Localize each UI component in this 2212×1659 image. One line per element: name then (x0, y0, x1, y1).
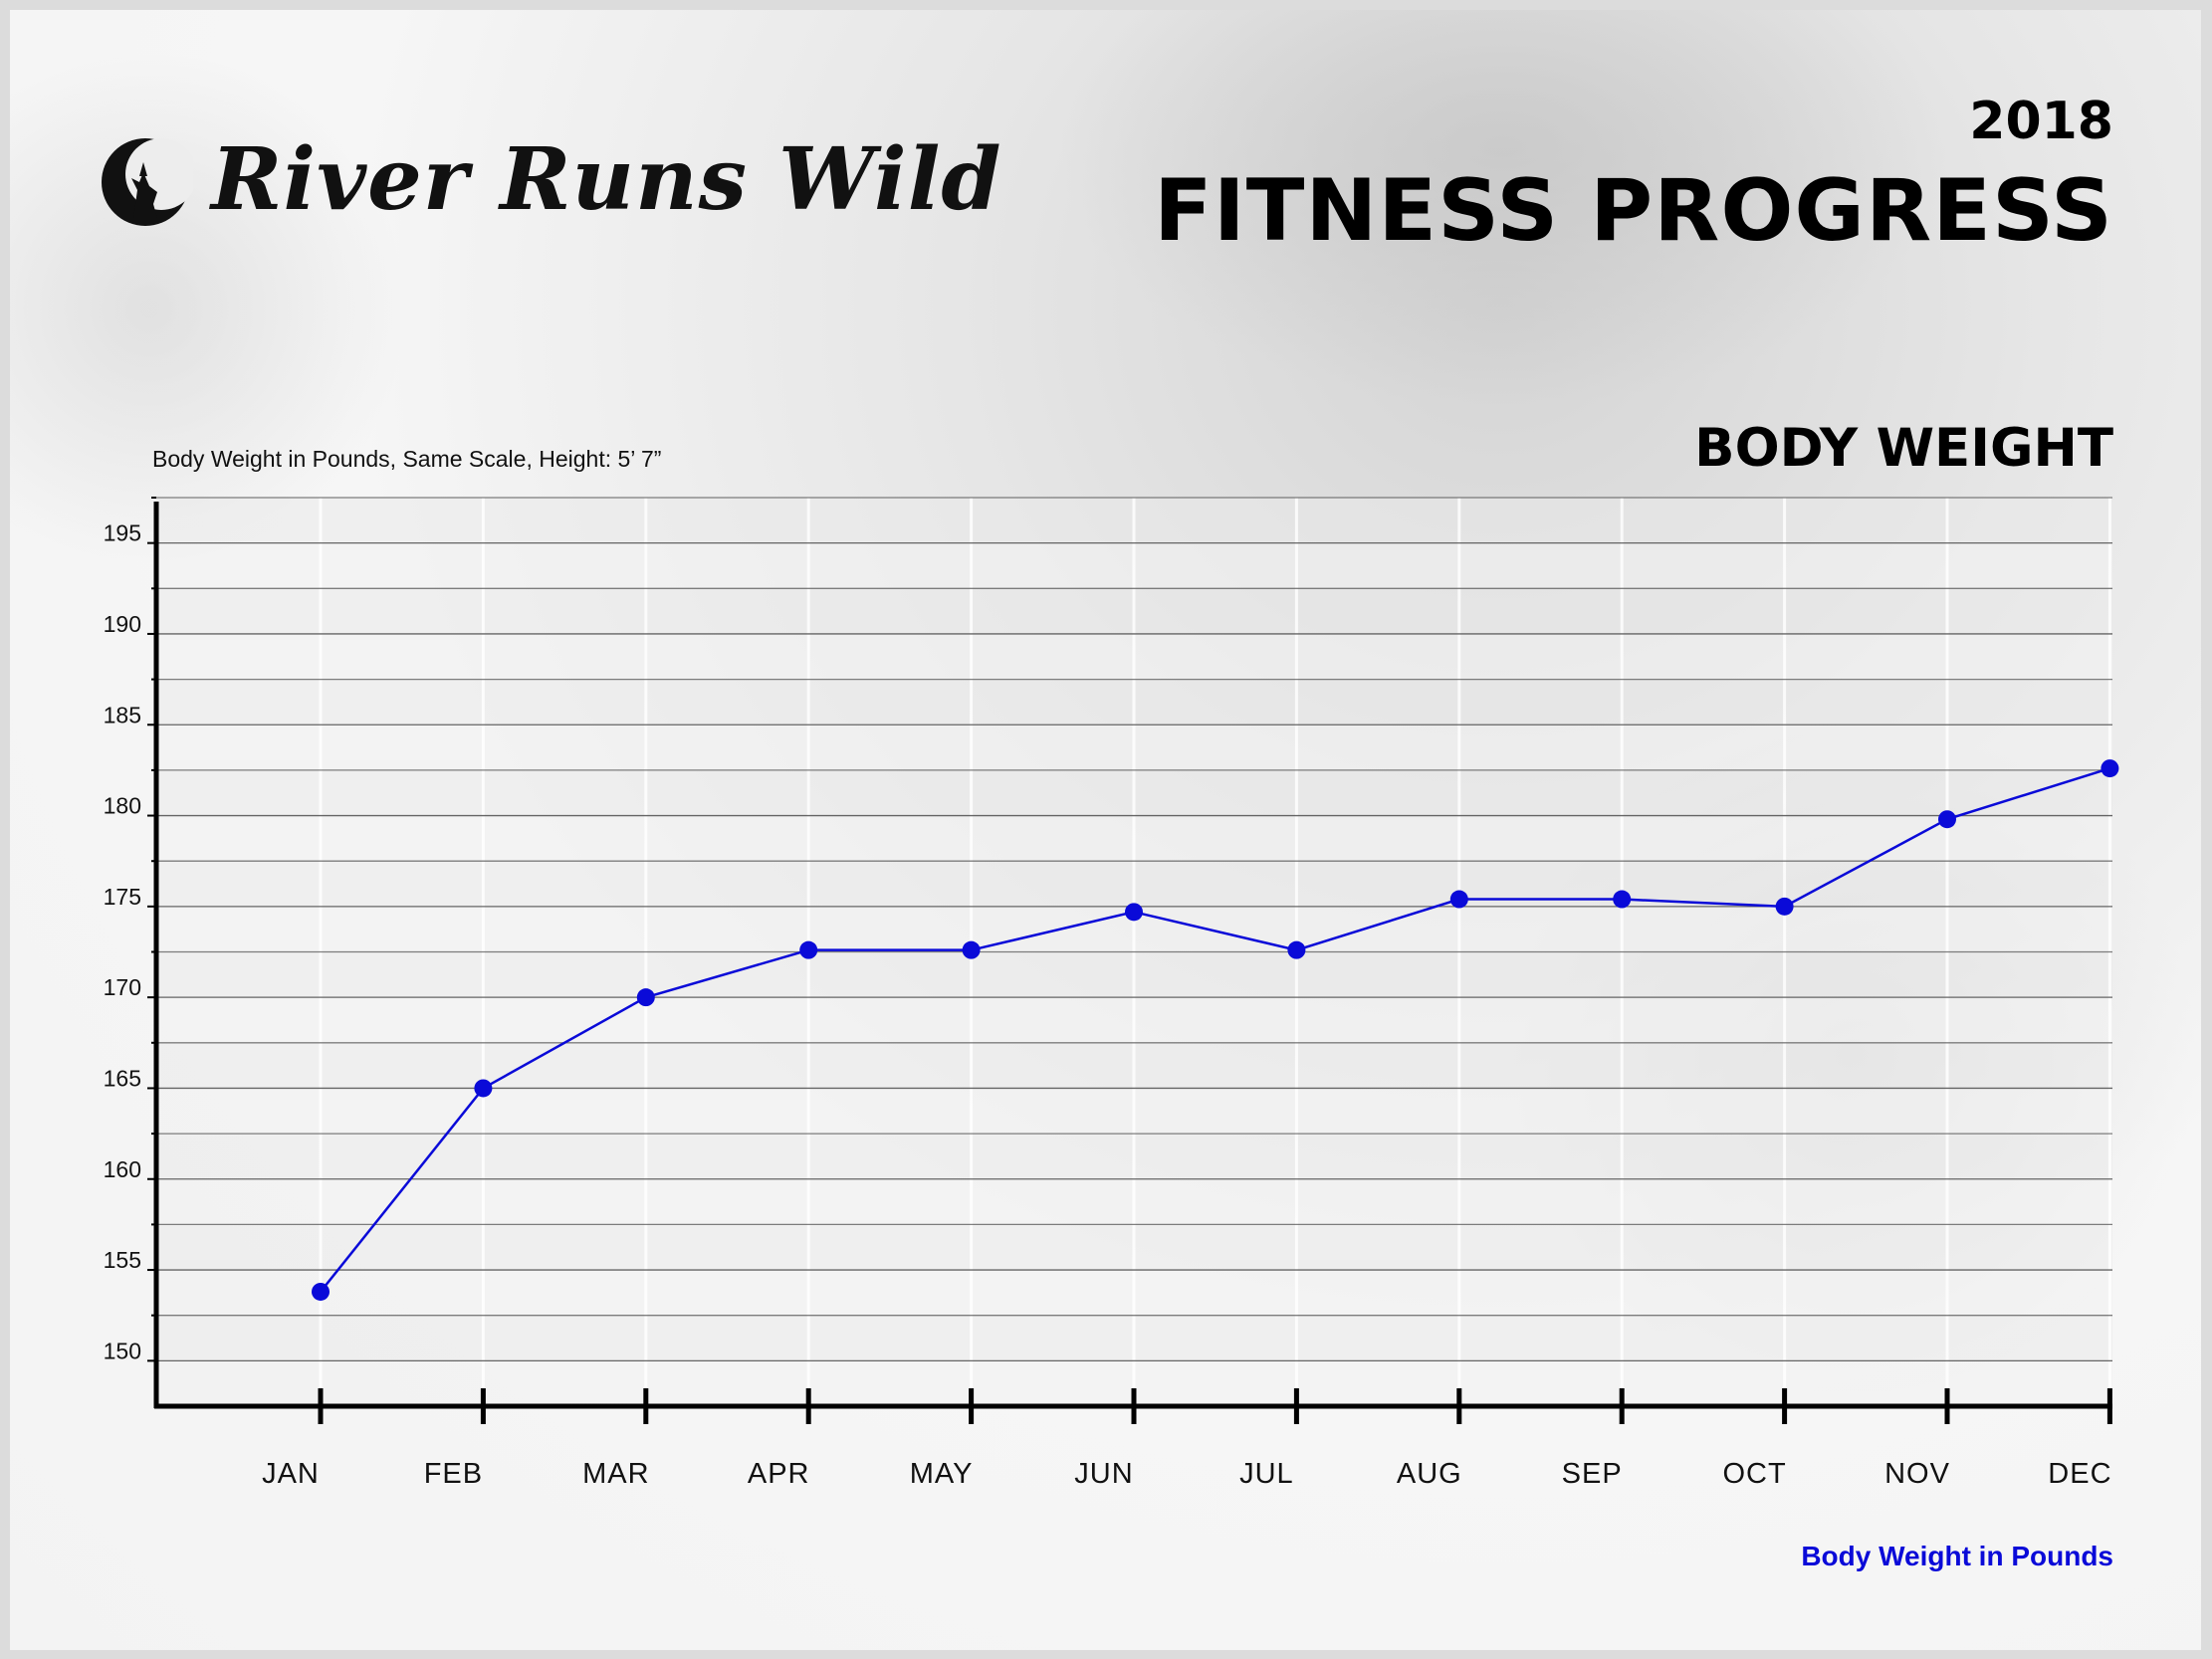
data-point (474, 1079, 493, 1098)
data-point (1775, 897, 1794, 916)
y-tick-label: 165 (104, 1065, 141, 1091)
y-tick-label: 150 (104, 1338, 141, 1363)
y-tick-label: 160 (104, 1156, 141, 1182)
x-tick-label: MAY (910, 1458, 974, 1490)
wolf-moon-icon (102, 137, 193, 226)
x-tick-label: FEB (424, 1458, 483, 1490)
data-point (2101, 759, 2119, 778)
chart-subtitle: Body Weight in Pounds, Same Scale, Heigh… (152, 446, 662, 472)
data-point (1287, 940, 1306, 959)
report-year: 2018 (1969, 92, 2113, 151)
y-tick-label: 180 (104, 793, 141, 819)
data-point (799, 940, 818, 959)
brand-logo: River Runs Wild (98, 129, 1002, 230)
x-tick-label: MAR (582, 1458, 649, 1490)
data-point (962, 940, 981, 959)
brand-name: River Runs Wild (211, 129, 1002, 230)
x-tick-label: SEP (1562, 1458, 1623, 1490)
x-tick-label: OCT (1722, 1458, 1786, 1490)
x-tick-label: NOV (1884, 1458, 1950, 1490)
x-tick-label: JUN (1074, 1458, 1133, 1490)
data-point (1938, 810, 1956, 829)
y-tick-label: 185 (104, 702, 141, 727)
y-tick-label: 190 (104, 611, 141, 637)
x-tick-label: AUG (1397, 1458, 1462, 1490)
data-point (1125, 903, 1143, 922)
x-tick-label: JUL (1239, 1458, 1294, 1490)
series-line (320, 766, 2110, 1293)
data-point (1613, 890, 1632, 909)
y-tick-label: 175 (104, 884, 141, 910)
data-point (312, 1282, 330, 1301)
legend-entry: Body Weight in Pounds (1801, 1541, 2113, 1571)
infographic-page: River Runs Wild 2018 FITNESS PROGRESS BO… (10, 10, 2201, 1650)
chart-title: BODY WEIGHT (1694, 418, 2113, 479)
data-point (636, 988, 655, 1007)
page-title: FITNESS PROGRESS (1153, 161, 2113, 261)
x-tick-label: JAN (262, 1458, 320, 1490)
x-tick-label: DEC (2048, 1458, 2111, 1490)
weight-line-chart: 150 155 160 165 170 175 180 185 190 195 JAN FEB MAR A… (104, 497, 2119, 1490)
data-point (1449, 890, 1468, 909)
y-tick-label: 155 (104, 1247, 141, 1273)
y-tick-label: 195 (104, 520, 141, 546)
x-tick-label: APR (748, 1458, 810, 1490)
y-tick-label: 170 (104, 974, 141, 1000)
